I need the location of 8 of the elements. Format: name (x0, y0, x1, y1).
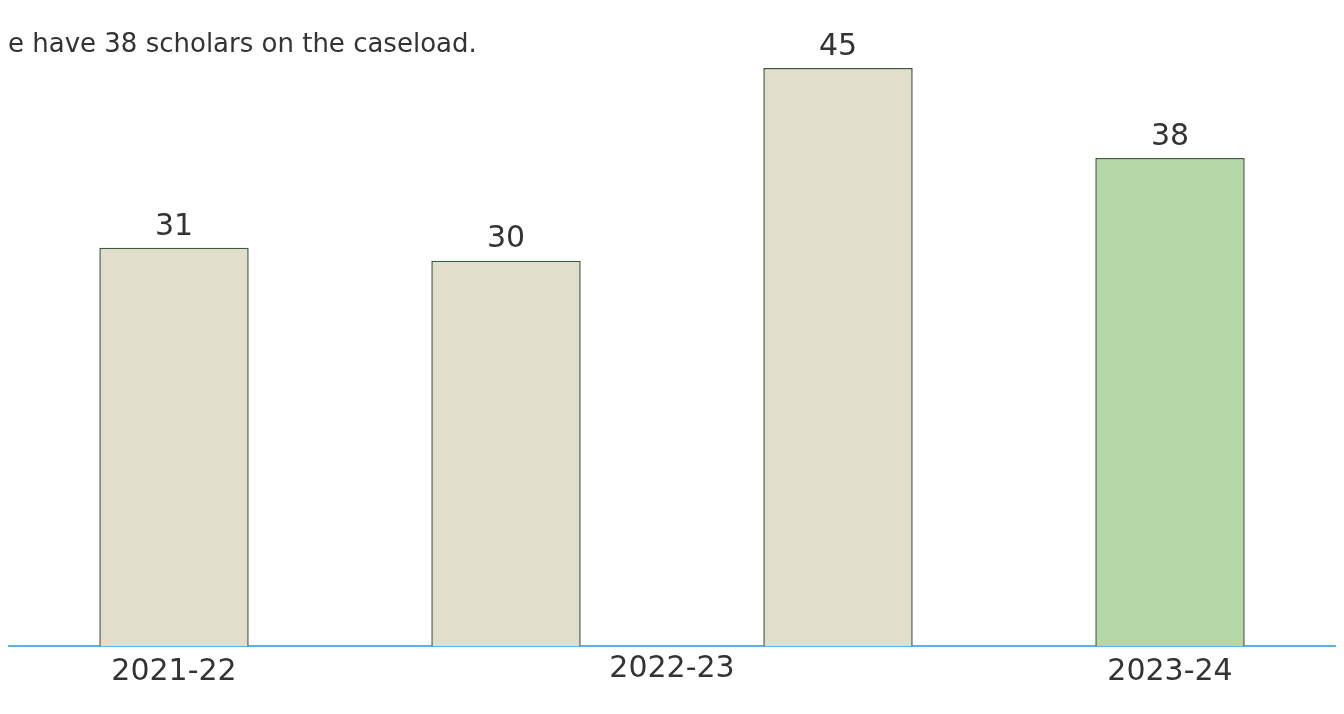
x-tick-label: 2023-24 (1107, 651, 1233, 687)
data-label: 38 (1150, 116, 1190, 152)
chart-subtitle: e have 38 scholars on the caseload. (8, 28, 477, 58)
text: 2022-23 (609, 648, 735, 684)
x-tick-label: 2021-22 (111, 651, 237, 687)
data-label: 30 (486, 219, 526, 255)
data-label: 45 (818, 26, 858, 62)
data-label: 31 (154, 206, 194, 242)
